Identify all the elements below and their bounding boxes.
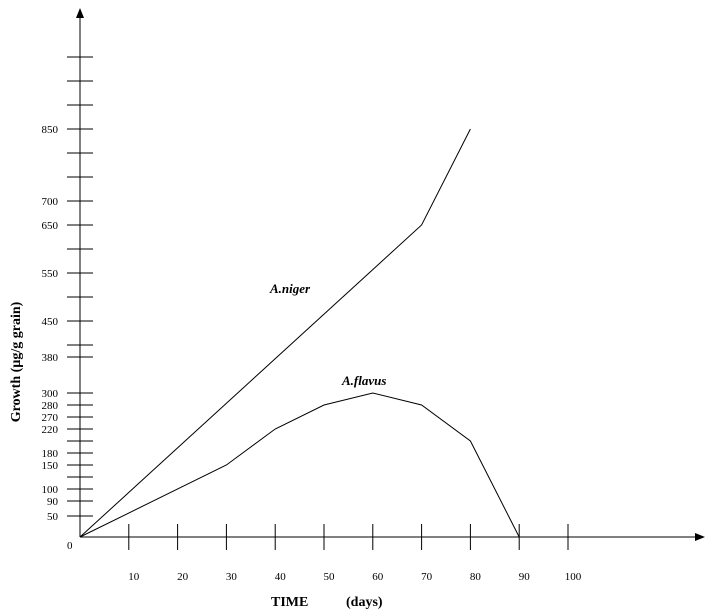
x-tick-label: 80 xyxy=(470,571,482,583)
x-tick-label: 10 xyxy=(128,571,140,583)
y-tick-label: 270 xyxy=(42,412,59,424)
x-tick-label: 100 xyxy=(565,571,582,583)
x-axis-arrow xyxy=(695,533,705,541)
y-tick-label: 180 xyxy=(42,448,59,460)
x-tick-label: 90 xyxy=(519,571,531,583)
x-tick-label: 40 xyxy=(275,571,287,583)
y-axis-title: Growth (µg/g grain) xyxy=(9,301,24,422)
series-line-1 xyxy=(79,392,520,538)
y-axis-arrow xyxy=(76,8,84,18)
y-tick-label: 50 xyxy=(47,511,59,523)
y-tick-label: 300 xyxy=(42,388,59,400)
y-tick-label: 850 xyxy=(42,124,59,136)
y-tick-label: 280 xyxy=(42,400,59,412)
origin-label: 0 xyxy=(67,540,73,552)
x-tick-label: 30 xyxy=(226,571,238,583)
y-tick-label: 380 xyxy=(42,352,59,364)
y-tick-label: 100 xyxy=(42,484,59,496)
y-tick-label: 550 xyxy=(42,268,59,280)
y-tick-label: 450 xyxy=(42,316,59,328)
y-tick-label: 220 xyxy=(42,424,59,436)
series-line-0 xyxy=(79,128,471,538)
y-tick-label: 90 xyxy=(47,496,59,508)
x-tick-label: 20 xyxy=(177,571,189,583)
x-tick-label: 50 xyxy=(324,571,336,583)
series-label-a-flavus: A.flavus xyxy=(341,373,386,388)
y-tick-label: 700 xyxy=(42,196,59,208)
x-axis-unit: (days) xyxy=(346,595,383,610)
y-tick-label: 150 xyxy=(42,460,59,472)
series-label-a-niger: A.niger xyxy=(269,281,311,296)
x-tick-label: 60 xyxy=(372,571,384,583)
x-ticks: 10 20 30 40 50 60 70 80 90 100 xyxy=(128,524,582,583)
series-lines xyxy=(79,128,520,538)
x-axis: 10 20 30 40 50 60 70 80 90 100 xyxy=(80,524,705,583)
x-axis-title: TIME xyxy=(271,595,308,610)
y-tick-label: 650 xyxy=(42,220,59,232)
x-tick-label: 70 xyxy=(421,571,433,583)
